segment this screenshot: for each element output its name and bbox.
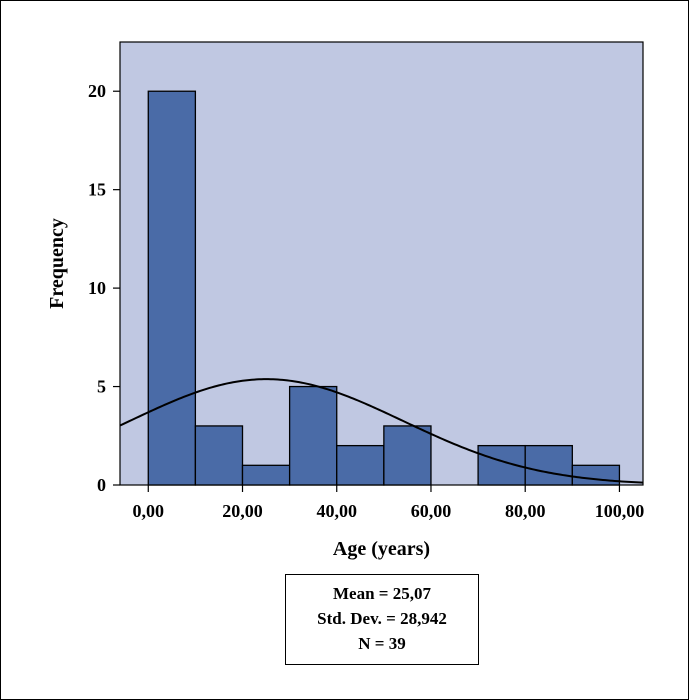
histogram-bar-8 bbox=[524, 444, 573, 486]
histogram-bar-5 bbox=[383, 425, 432, 486]
histogram-bar-9 bbox=[571, 464, 621, 486]
x-tick-label-1: 20,00 bbox=[222, 501, 263, 521]
axes-group: 0 5 10 15 20 0,00 20,00 40,00 60,00 80,00 100,00 bbox=[88, 81, 644, 521]
histogram-bar-4 bbox=[336, 444, 385, 486]
stats-sd: Std. Dev. = 28,942 bbox=[317, 609, 447, 628]
y-tick-label-0: 0 bbox=[97, 475, 106, 495]
histogram-bar-1 bbox=[194, 425, 244, 486]
x-tick-label-4: 80,00 bbox=[505, 501, 546, 521]
histogram-bar-3 bbox=[288, 385, 338, 486]
bars-group bbox=[147, 90, 621, 486]
x-tick-label-0: 0,00 bbox=[133, 501, 165, 521]
histogram-chart: 0 5 10 15 20 0,00 20,00 40,00 60,00 80,00 100,00 F… bbox=[46, 41, 644, 560]
x-axis-label: Age (years) bbox=[333, 538, 430, 560]
y-tick-label-2: 10 bbox=[88, 278, 106, 298]
x-tick-label-3: 60,00 bbox=[411, 501, 452, 521]
stats-n: N = 39 bbox=[358, 634, 406, 653]
histogram-bar-2 bbox=[241, 464, 291, 486]
plot-area bbox=[119, 41, 644, 486]
y-tick-label-1: 5 bbox=[97, 377, 106, 397]
y-tick-label-4: 20 bbox=[88, 81, 106, 101]
stats-mean: Mean = 25,07 bbox=[333, 584, 431, 603]
x-tick-label-2: 40,00 bbox=[316, 501, 357, 521]
y-axis-label: Frequency bbox=[46, 218, 68, 309]
stats-box: Mean = 25,07 Std. Dev. = 28,942 N = 39 bbox=[285, 574, 479, 665]
x-tick-label-5: 100,00 bbox=[595, 501, 645, 521]
normal-curve bbox=[119, 378, 644, 484]
histogram-bar-0 bbox=[147, 90, 197, 486]
y-tick-label-3: 15 bbox=[88, 180, 106, 200]
